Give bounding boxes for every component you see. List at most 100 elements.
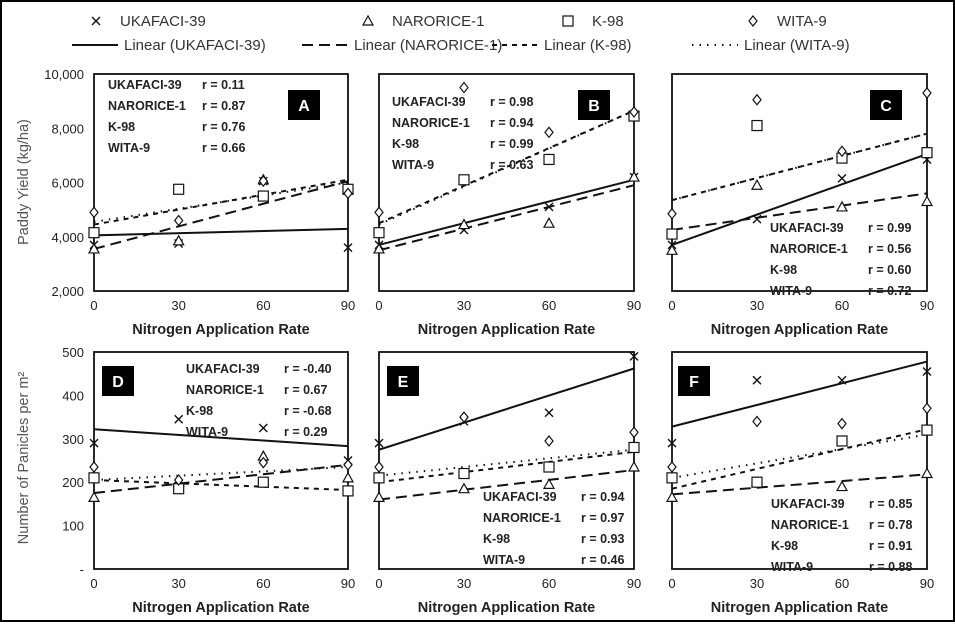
r-value: r = 0.29 [284,425,327,439]
data-point-diamond [173,474,184,486]
data-point-diamond [752,93,762,106]
panel-letter: B [588,98,600,115]
trendline-diamond [378,448,635,477]
panel-d: - 100 200 300 400 500 0 30 60 90 Nitrogen Applicat… [62,345,355,616]
x-tick-label: 90 [920,576,934,591]
panel-c: 0 30 60 90 Nitrogen Application Rate UKAFACI-… [665,73,934,338]
r-value: r = 0.97 [581,511,624,525]
data-point-square [373,472,385,484]
data-point-square [543,153,555,166]
panel-badge [387,366,419,396]
data-point-x-stroke-b [343,243,353,253]
y-tick-label: 6,000 [51,176,84,191]
r-value: r = 0.99 [868,221,911,235]
trendline-square [671,132,928,202]
r-value: r = 0.94 [490,116,533,130]
legend-marker-x-stroke-b [91,16,101,26]
x-tick-label: 30 [457,298,471,313]
data-point-triangle [542,478,556,489]
data-point-diamond [752,415,762,428]
data-point-x-stroke-b [922,367,932,377]
r-series-name: NARORICE-1 [108,99,186,113]
r-series-name: NARORICE-1 [186,383,264,397]
data-point-x [89,438,99,448]
r-series-name: NARORICE-1 [483,511,561,525]
data-point-square [458,174,470,186]
data-point-x-stroke-b [667,438,677,448]
trendline-triangle [378,184,635,252]
x-axis-label: Nitrogen Application Rate [132,322,310,338]
data-point-triangle [627,170,641,182]
y-tick-label: 100 [62,519,84,534]
data-point-triangle [835,480,849,492]
data-point-diamond [629,426,639,439]
trendline-x [93,227,349,237]
r-series-name: UKAFACI-39 [483,490,557,504]
r-series-name: UKAFACI-39 [108,78,182,92]
r-series-name: K-98 [771,539,798,553]
trendline-x [93,428,349,448]
r-value: r = 0.76 [202,120,245,134]
data-point-triangle [750,178,764,190]
x-tick-label: 0 [90,298,97,313]
y-tick-label: 4,000 [51,230,84,245]
trendline-x [378,367,635,451]
r-series-name: UKAFACI-39 [392,95,466,109]
data-point-diamond [837,417,847,430]
data-point-x [667,438,677,448]
r-series-name: WITA-9 [771,560,813,574]
trendline-diamond [378,109,635,226]
x-tick-label: 0 [90,576,97,591]
data-point-diamond [459,411,469,424]
legend-marker-square [562,15,574,27]
data-point-triangle [627,460,641,472]
data-point-x [544,408,554,418]
data-point-x [629,351,639,361]
data-point-triangle [341,471,355,483]
x-tick-label: 60 [542,298,556,313]
data-point-x-stroke-b [752,214,762,224]
data-point-diamond [374,206,384,219]
x-tick-label: 60 [542,576,556,591]
r-value: r = 0.98 [490,95,533,109]
data-point-square [921,147,933,159]
data-point-triangle [835,200,849,212]
y-axis-label-bottom: Number of Panicles per m² [16,372,32,545]
data-point-x [752,375,762,385]
data-point-square [628,441,640,454]
r-value: r = 0.72 [868,284,911,298]
data-point-square [751,476,763,488]
x-tick-label: 30 [750,298,764,313]
data-point-diamond [173,214,184,227]
r-series-name: K-98 [483,532,510,546]
data-point-diamond [544,126,554,139]
r-value: r = 0.60 [868,263,911,277]
legend-label: UKAFACI-39 [120,13,206,30]
data-point-x [922,367,932,377]
r-value: r = 0.63 [490,158,533,172]
data-point-square [88,472,100,484]
data-point-square [666,472,678,484]
panel-letter: D [112,374,124,391]
legend-fit-label: Linear (UKAFACI-39) [124,37,266,54]
panel-badge [578,90,610,120]
panel-letter: E [398,374,409,391]
legend: UKAFACI-39 NARORICE-1 K-98 WITA-9 Linear (UK… [72,13,850,54]
x-tick-label: 0 [375,298,382,313]
panel-badge [102,366,134,396]
x-tick-label: 0 [668,576,675,591]
r-series-name: NARORICE-1 [770,242,848,256]
y-tick-label: 200 [62,475,84,490]
trendline-x [671,360,928,428]
x-axis-label: Nitrogen Application Rate [711,600,889,616]
data-point-diamond [667,461,677,473]
x-tick-label: 90 [341,576,355,591]
r-series-name: K-98 [186,404,213,418]
trendline-triangle [671,473,928,496]
y-tick-label: 400 [62,388,84,403]
r-value: r = 0.67 [284,383,327,397]
data-point-square [88,227,100,239]
data-point-x-stroke-b [89,438,99,448]
data-point-x-stroke-b [174,414,184,424]
data-point-diamond [922,87,932,99]
